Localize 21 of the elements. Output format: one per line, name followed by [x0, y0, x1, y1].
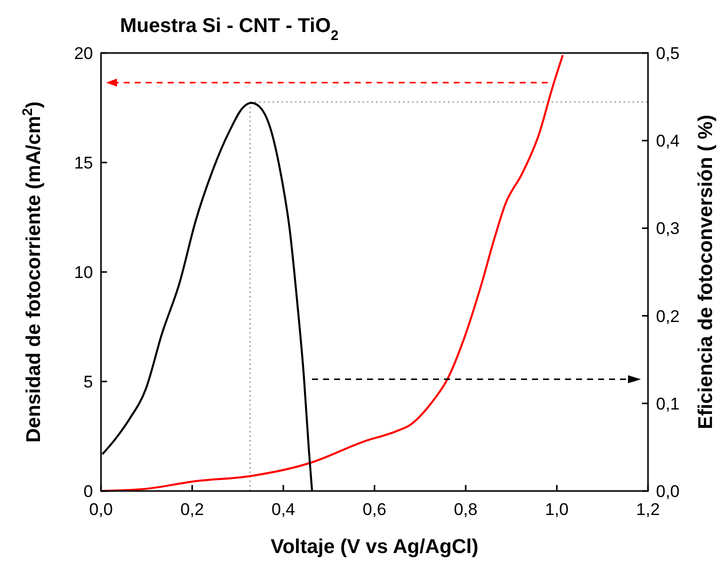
y-tick-label: 5 [84, 372, 93, 392]
y2-tick-label: 0,0 [656, 482, 680, 501]
x-tick-label: 1,0 [545, 500, 569, 519]
chart-title: Muestra Si - CNT - TiO$_{2}$ [120, 15, 339, 43]
x-tick-label: 0,8 [454, 500, 478, 519]
y2-axis-title: Eficiencia de fotoconversión ( %) [695, 114, 717, 430]
y2-tick-label: 0,5 [656, 44, 680, 63]
x-tick-label: 0,6 [362, 500, 386, 519]
y-tick-label: 10 [74, 263, 93, 282]
y2-tick-label: 0,3 [656, 219, 680, 238]
y-tick-label: 15 [74, 154, 93, 172]
x-tick-label: 0,4 [272, 500, 296, 519]
y-tick-label: 20 [74, 44, 93, 63]
x-axis-title: Voltaje (V vs Ag/AgCl) [270, 536, 478, 558]
y2-tick-label: 0,1 [656, 394, 680, 414]
y2-tick-label: 0,2 [656, 306, 680, 326]
x-tick-label: 0,2 [180, 500, 204, 519]
x-tick-label: 1,2 [636, 500, 660, 519]
x-tick-label: 0,0 [89, 500, 113, 519]
y-tick-label: 0 [84, 482, 93, 501]
y2-tick-label: 0,4 [656, 132, 680, 151]
